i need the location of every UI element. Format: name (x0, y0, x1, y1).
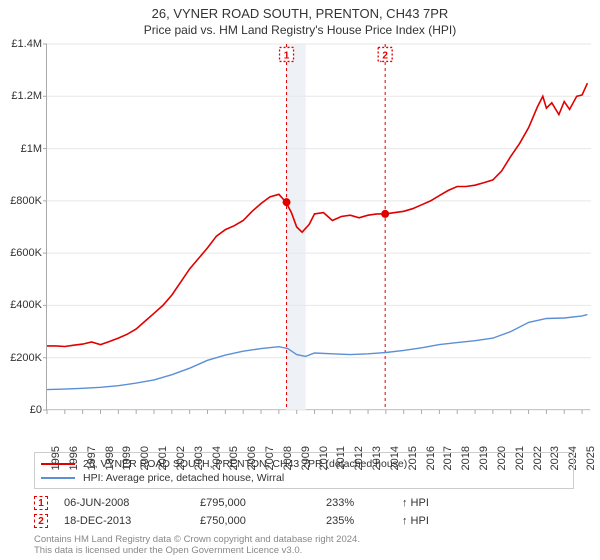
sale-date-2: 18-DEC-2013 (64, 515, 194, 527)
svg-text:2: 2 (382, 50, 388, 61)
plot-svg: 12 (47, 44, 590, 409)
legend-swatch-1 (41, 463, 75, 465)
license-text: Contains HM Land Registry data © Crown c… (34, 534, 574, 557)
ytick-label: £1.2M (0, 90, 42, 102)
svg-text:1: 1 (284, 50, 290, 61)
sale-arrow-2: ↑ HPI (402, 515, 462, 527)
ytick-label: £1.4M (0, 38, 42, 50)
ytick-label: £1M (0, 143, 42, 155)
legend-row-series-2: HPI: Average price, detached house, Wirr… (41, 471, 567, 485)
sale-price-1: £795,000 (200, 497, 320, 509)
sale-marker-1: 1 (34, 496, 48, 510)
license-line-1: Contains HM Land Registry data © Crown c… (34, 534, 574, 545)
legend-label-2: HPI: Average price, detached house, Wirr… (83, 472, 284, 484)
plot-area: 12 (46, 44, 590, 410)
sale-price-2: £750,000 (200, 515, 320, 527)
ytick-label: £0 (0, 404, 42, 416)
sale-row-1: 1 06-JUN-2008 £795,000 233% ↑ HPI (34, 494, 574, 512)
sale-pct-1: 233% (326, 497, 396, 509)
legend-label-1: 26, VYNER ROAD SOUTH, PRENTON, CH43 7PR … (83, 458, 407, 470)
legend: 26, VYNER ROAD SOUTH, PRENTON, CH43 7PR … (34, 452, 574, 489)
sale-date-1: 06-JUN-2008 (64, 497, 194, 509)
chart-subtitle: Price paid vs. HM Land Registry's House … (0, 23, 600, 41)
legend-swatch-2 (41, 477, 75, 479)
license-line-2: This data is licensed under the Open Gov… (34, 545, 574, 556)
ytick-label: £400K (0, 299, 42, 311)
ytick-label: £600K (0, 247, 42, 259)
sales-table: 1 06-JUN-2008 £795,000 233% ↑ HPI 2 18-D… (34, 494, 574, 530)
xtick-label: 2025 (585, 444, 597, 470)
sale-marker-2: 2 (34, 514, 48, 528)
chart-title: 26, VYNER ROAD SOUTH, PRENTON, CH43 7PR (0, 0, 600, 23)
legend-row-series-1: 26, VYNER ROAD SOUTH, PRENTON, CH43 7PR … (41, 457, 567, 471)
sale-row-2: 2 18-DEC-2013 £750,000 235% ↑ HPI (34, 512, 574, 530)
ytick-label: £800K (0, 195, 42, 207)
sale-pct-2: 235% (326, 515, 396, 527)
sale-arrow-1: ↑ HPI (402, 497, 462, 509)
chart-container: 26, VYNER ROAD SOUTH, PRENTON, CH43 7PR … (0, 0, 600, 560)
ytick-label: £200K (0, 352, 42, 364)
